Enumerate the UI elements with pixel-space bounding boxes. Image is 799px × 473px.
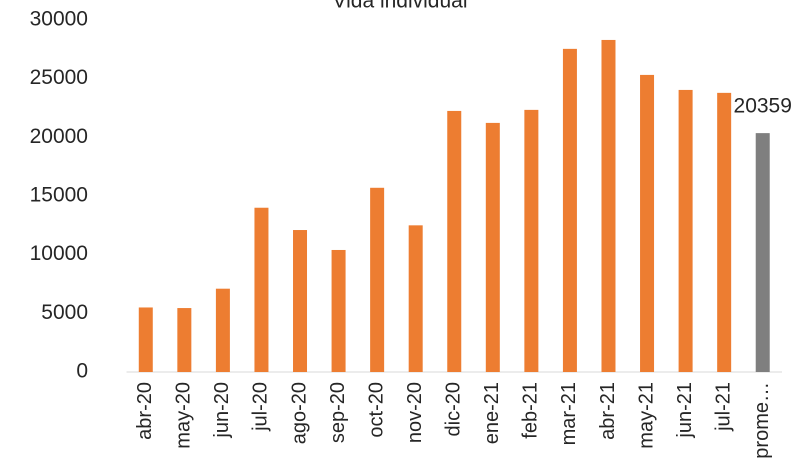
x-tick-label: oct-20 [365,382,387,438]
bar [562,48,577,372]
y-tick-label: 30000 [30,8,88,31]
bar [524,109,539,373]
bar [331,249,346,372]
x-tick-label: ago-20 [288,382,310,444]
bar [138,307,153,372]
x-tick-label: may-21 [635,382,657,449]
x-tick-label: jul-20 [250,382,272,432]
bar [485,122,500,372]
bar [755,133,770,372]
x-tick-label: mar-21 [558,382,580,445]
y-tick-label: 10000 [30,242,88,265]
x-tick-label: jun-20 [211,382,233,439]
bar [293,230,308,372]
bar [254,207,269,372]
bar [640,74,655,373]
y-tick-label: 15000 [30,184,88,207]
bar [370,187,385,372]
x-tick-label: nov-20 [404,382,426,443]
x-tick-label: jun-21 [674,382,696,439]
bar [717,92,732,372]
x-tick-label: jul-21 [712,382,734,432]
x-tick-label: prome… [751,382,773,459]
x-tick-label: abr-21 [597,382,619,440]
x-tick-label: dic-20 [443,382,465,436]
y-tick-label: 20000 [30,125,88,148]
bar [447,110,462,372]
x-tick-label: ene-21 [481,382,503,444]
y-tick-label: 0 [76,360,88,383]
x-tick-label: sep-20 [327,382,349,443]
bar [601,39,616,373]
x-tick-label: feb-21 [520,382,542,439]
data-label: 20359 [734,95,792,118]
y-tick-label: 25000 [30,66,88,89]
bar [177,308,192,372]
x-tick-label: abr-20 [134,382,156,440]
bar [678,89,693,372]
y-tick-label: 5000 [41,301,88,324]
bar [215,288,230,372]
chart-title: Vida individual [332,0,467,13]
x-tick-label: may-20 [173,382,195,449]
bar [408,225,423,372]
